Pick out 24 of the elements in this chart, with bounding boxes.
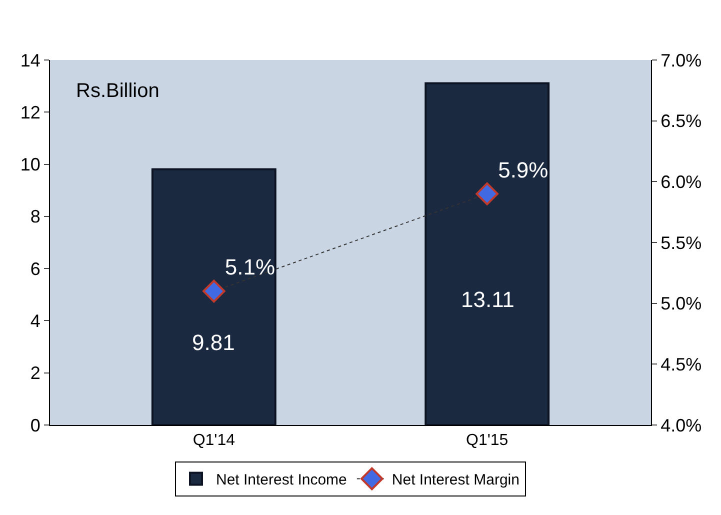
- y2-tick-label: 6.5%: [660, 111, 702, 132]
- y-tick-label: 4: [30, 311, 40, 332]
- y-tick-label: 14: [20, 50, 40, 70]
- y2-tick-label: 7.0%: [660, 50, 702, 70]
- y2-tick-label: 5.0%: [660, 294, 702, 314]
- y-tick-label: 0: [30, 415, 40, 436]
- data-label: 13.11: [461, 287, 514, 312]
- legend-label: Net Interest Income: [216, 472, 347, 489]
- x-tick-label: Q1'14: [192, 432, 236, 450]
- legend-label: Net Interest Margin: [392, 472, 520, 489]
- y2-tick-label: 4.5%: [660, 354, 702, 374]
- y2-tick-label: 4.0%: [660, 415, 702, 436]
- x-tick-label: Q1'15: [466, 432, 508, 450]
- data-label: 5.1%: [224, 254, 276, 280]
- y2-tick-label: 6.0%: [660, 172, 702, 192]
- data-label: 9.81: [192, 330, 235, 355]
- data-label: 5.9%: [498, 157, 548, 182]
- y-tick-label: 2: [30, 363, 40, 384]
- y-tick-label: 12: [20, 102, 40, 122]
- y2-tick-label: 5.5%: [660, 232, 702, 253]
- y-tick-label: 10: [20, 154, 40, 175]
- annotation: Rs.Billion: [76, 80, 160, 102]
- y-tick-label: 6: [30, 258, 40, 279]
- y-tick-label: 8: [30, 206, 40, 227]
